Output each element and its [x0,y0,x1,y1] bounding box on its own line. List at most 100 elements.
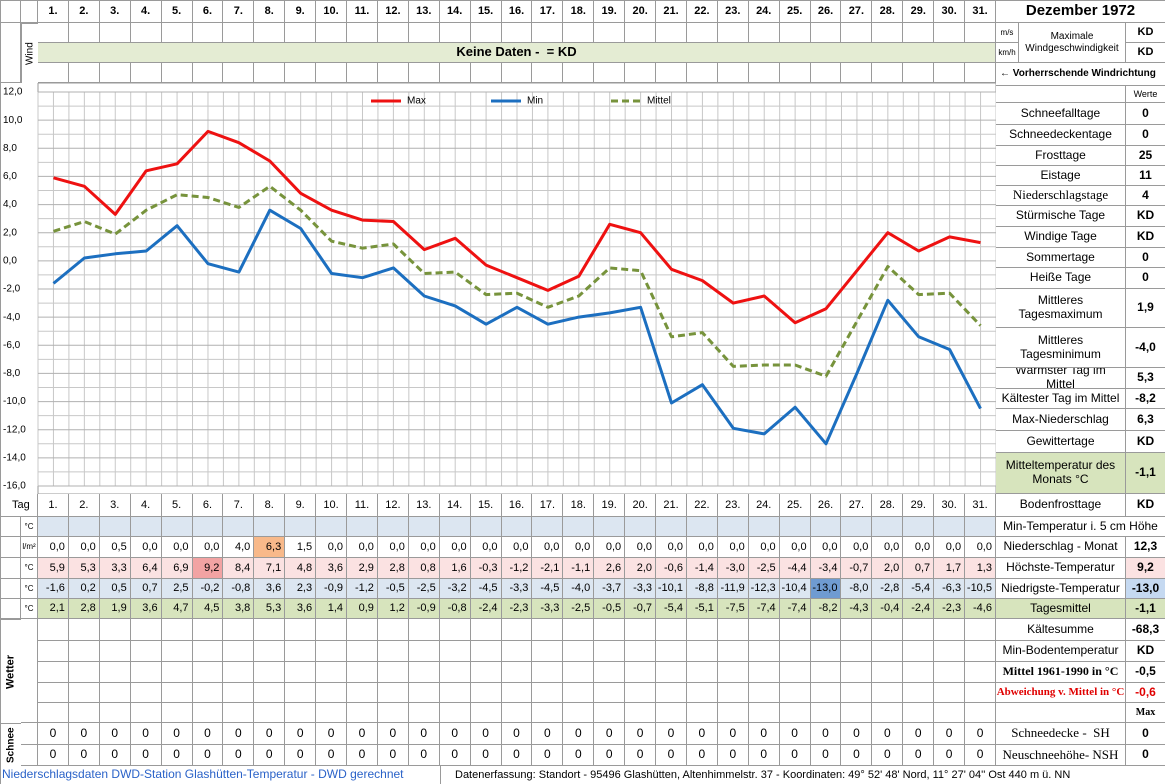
snow-cell: 0 [903,723,935,745]
day-header: 26. [810,1,842,23]
blank [1,23,21,83]
precip-cell: 0,0 [563,537,595,558]
data-cell [686,517,718,537]
day-header: 3. [99,1,131,23]
weather-cell [439,683,471,703]
wind-cell [377,63,409,83]
weather-cell [934,619,966,641]
weather-cell [161,641,193,662]
weather-cell [779,703,811,723]
day-header: 27. [841,494,873,517]
precip-cell: 4,0 [223,537,255,558]
chart: -16,0 -14,0 -12,0 -10,0 -8,0 -6,0 -4,0 -2,0 0,0 2… [3,83,996,494]
wind-cell [594,63,626,83]
blank [1,558,21,579]
snow-cell: 0 [38,745,69,766]
wind-cell [470,63,502,83]
weather-cell [717,641,749,662]
weather-cell [779,662,811,683]
snow-cell: 0 [563,723,595,745]
precip-cell: 0,0 [161,537,193,558]
weather-cell [625,703,657,723]
weather-cell [501,641,533,662]
summary-value: -4,0 [1126,328,1165,368]
weather-cell [965,662,996,683]
temp-cell: 2,0 [872,558,904,579]
wind-cell [439,63,471,83]
wind-cell [965,63,996,83]
temp-cell: -0,7 [625,599,657,619]
wind-max-value: KD [1126,23,1165,43]
data-cell [594,517,626,537]
values-header: Werte [1126,86,1165,103]
wind-cell [192,23,224,43]
temp-cell: 2,1 [38,599,69,619]
temp-cell: -4,5 [532,579,564,599]
row-label: Abweichung v. Mittel in °C [996,683,1126,703]
weather-cell [717,662,749,683]
temp-cell: -1,2 [501,558,533,579]
precip-cell: 0,5 [99,537,131,558]
precip-cell: 0,0 [192,537,224,558]
weather-cell [192,619,224,641]
summary-label: Mittleres Tagesminimum [996,328,1126,368]
snow-cell: 0 [501,723,533,745]
unit-label: °C [21,558,38,579]
weather-cell [347,703,378,723]
weather-cell [717,619,749,641]
snow-cell: 0 [872,745,904,766]
temp-cell: -3,3 [532,599,564,619]
weather-cell [439,662,471,683]
weather-cell [99,641,131,662]
temp-cell: 3,6 [285,599,317,619]
snow-cell: 0 [99,723,131,745]
weather-cell [779,641,811,662]
temp-cell: -0,4 [872,599,904,619]
summary-value: -8,2 [1126,389,1165,409]
temp-cell: -2,3 [501,599,533,619]
wind-cell [38,63,69,83]
wind-cell [254,63,286,83]
wind-cell [285,63,317,83]
day-header: 5. [161,494,193,517]
day-header: 9. [285,494,317,517]
weather-cell [68,683,100,703]
weather-cell [594,662,626,683]
weather-cell [594,641,626,662]
data-cell [223,517,255,537]
summary-label: Gewittertage [996,431,1126,453]
weather-cell [810,641,842,662]
day-header: 15. [470,1,502,23]
precip-cell: 0,0 [130,537,162,558]
weather-cell [254,619,286,641]
day-header: 17. [532,1,564,23]
day-header: 15. [470,494,502,517]
weather-cell [223,683,255,703]
summary-value: 0 [1126,248,1165,268]
snow-cell: 0 [68,723,100,745]
wind-cell [563,23,595,43]
weather-cell [934,662,966,683]
row-label: Min-Temperatur i. 5 cm Höhe [996,517,1165,537]
precip-cell: 0,0 [470,537,502,558]
temp-cell: 2,3 [285,579,317,599]
wind-cell [965,23,996,43]
row-label: Tagesmittel [996,599,1126,619]
weather-cell [316,662,348,683]
weather-label: Wetter [1,619,21,723]
snow-cell: 0 [841,723,873,745]
wind-cell [316,63,348,83]
wind-cell [872,23,904,43]
precip-cell: 0,0 [717,537,749,558]
temp-cell: -8,8 [686,579,718,599]
snow-cell: 0 [254,723,286,745]
weather-cell [347,662,378,683]
day-header: 2. [68,494,100,517]
weather-cell [903,703,935,723]
weather-cell [316,641,348,662]
day-header: 1. [38,494,69,517]
data-cell [316,517,348,537]
temp-cell: -7,5 [717,599,749,619]
day-header: 16. [501,494,533,517]
